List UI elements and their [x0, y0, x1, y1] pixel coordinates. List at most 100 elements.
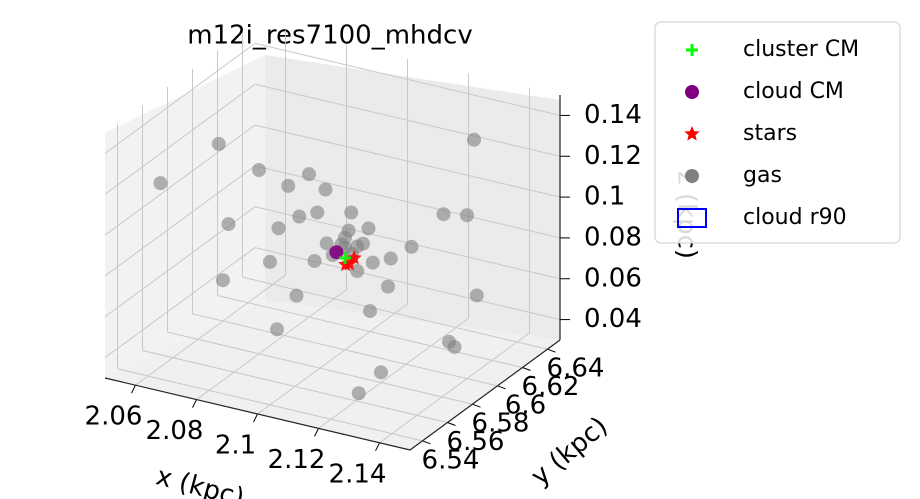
- grid-line: [142, 350, 448, 423]
- y-axis-label: y (kpc): [526, 411, 614, 492]
- chart-title: m12i_res7100_mhdcv: [187, 21, 472, 51]
- y-tick-label: 6.62: [522, 372, 580, 402]
- z-tick-label: 0.14: [584, 100, 642, 130]
- legend-marker: [686, 44, 698, 56]
- point: [341, 223, 356, 238]
- legend-label: cloud r90: [743, 205, 847, 230]
- axis-line: [409, 339, 561, 451]
- point: [153, 176, 168, 191]
- x-tick: [253, 413, 258, 423]
- x-tick-label: 2.14: [329, 459, 387, 489]
- point: [263, 254, 277, 269]
- legend-marker: [685, 85, 699, 99]
- y-tick: [472, 403, 481, 408]
- legend-marker: [677, 208, 707, 228]
- y-tick: [422, 440, 431, 445]
- grid-line: [254, 247, 561, 321]
- point: [404, 239, 419, 254]
- x-tick: [375, 442, 380, 452]
- x-tick-label: 2.06: [85, 402, 143, 432]
- x-tick-label: 2.1: [215, 431, 256, 461]
- y-tick: [497, 385, 506, 390]
- legend-marker: [684, 126, 700, 141]
- x-tick: [314, 428, 319, 437]
- grid-line: [135, 274, 286, 386]
- point: [307, 253, 322, 268]
- grid-line: [196, 289, 347, 401]
- point: [329, 245, 344, 260]
- grid-line: [192, 313, 498, 387]
- point: [252, 163, 266, 178]
- point: [374, 365, 388, 380]
- z-tick-label: 0.04: [584, 304, 642, 334]
- point: [319, 236, 334, 251]
- point: [289, 288, 304, 303]
- grid-line: [104, 124, 256, 236]
- point: [271, 221, 286, 236]
- z-tick-label: 0.08: [584, 222, 642, 252]
- point: [318, 182, 333, 197]
- z-tick-label: 0.1: [584, 182, 625, 212]
- grid-line: [254, 83, 561, 157]
- y-tick: [522, 367, 531, 371]
- point: [302, 167, 316, 182]
- point: [365, 255, 380, 270]
- x-tick: [192, 399, 197, 408]
- y-tick-label: 6.64: [547, 354, 605, 384]
- legend-label: cluster CM: [743, 37, 859, 62]
- x-tick-label: 2.08: [146, 416, 204, 446]
- grid-line: [257, 303, 408, 415]
- point: [467, 132, 481, 147]
- grid-line: [117, 368, 423, 442]
- point: [281, 178, 296, 193]
- y-tick-label: 6.58: [472, 409, 530, 439]
- point: [216, 273, 230, 288]
- point: [469, 288, 484, 303]
- point: [361, 221, 376, 236]
- y-tick-label: 6.56: [447, 427, 505, 457]
- grid-line: [254, 42, 561, 116]
- axis-line: [104, 377, 411, 451]
- point: [339, 251, 351, 264]
- point: [270, 322, 284, 337]
- point: [436, 207, 451, 222]
- point: [350, 264, 365, 279]
- grid-line: [104, 247, 256, 358]
- y-tick: [447, 422, 456, 426]
- grid-line: [242, 276, 548, 350]
- point: [363, 304, 377, 319]
- x-tick: [131, 384, 136, 394]
- z-tick-label: 0.06: [584, 263, 642, 293]
- y-tick: [547, 348, 556, 353]
- grid-line: [217, 295, 523, 368]
- grid-line: [104, 83, 256, 195]
- grid-line: [379, 332, 530, 444]
- point: [383, 251, 398, 266]
- grid-line: [318, 317, 469, 429]
- legend-label: stars: [743, 121, 797, 146]
- point: [344, 205, 359, 220]
- z-tick-label: 0.12: [584, 141, 642, 171]
- y-tick-label: 6.6: [505, 390, 546, 420]
- point: [310, 205, 325, 220]
- grid-line: [254, 124, 561, 198]
- grid-line: [104, 165, 256, 277]
- legend: [654, 21, 901, 244]
- point: [292, 209, 307, 224]
- legend-label: gas: [743, 163, 782, 188]
- back-pane: [265, 55, 560, 340]
- point: [351, 386, 366, 401]
- point: [211, 136, 226, 151]
- legend-marker: [685, 169, 699, 183]
- grid-line: [167, 331, 473, 405]
- point: [442, 334, 456, 349]
- grid-line: [104, 43, 256, 154]
- point: [346, 250, 362, 265]
- point: [460, 208, 474, 223]
- point: [381, 279, 395, 294]
- x-tick-label: 2.12: [268, 445, 326, 475]
- x-axis-label: x (kpc): [153, 461, 248, 499]
- legend-label: cloud CM: [743, 79, 844, 104]
- point: [221, 217, 236, 232]
